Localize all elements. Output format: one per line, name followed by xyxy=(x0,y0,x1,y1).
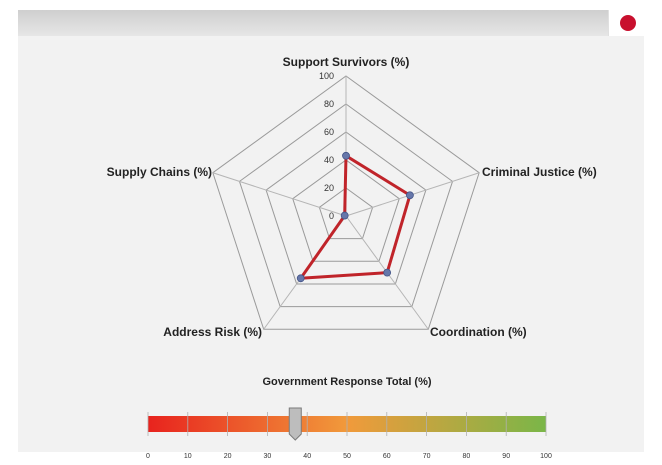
radar-tick-label: 40 xyxy=(324,155,334,165)
gauge-tick-label: 90 xyxy=(502,453,510,460)
radar-tick-label: 100 xyxy=(319,71,334,81)
radar-grid-ring xyxy=(212,75,480,330)
radar-series xyxy=(296,151,414,283)
response-gauge: Government Response Total (%) 0 10 20 30 40 50… xyxy=(146,376,552,460)
gauge-tick-label: 50 xyxy=(343,453,351,460)
radar-axis-label: Criminal Justice (%) xyxy=(482,165,597,179)
gauge-tick-label: 10 xyxy=(184,453,192,460)
radar-tick-label: 80 xyxy=(324,99,334,109)
gauge-title: Government Response Total (%) xyxy=(262,376,431,388)
gauge-tick-label: 80 xyxy=(463,453,471,460)
radar-data-point xyxy=(296,274,305,283)
radar-grid-ring xyxy=(318,187,374,240)
flag-emblem-icon xyxy=(620,15,636,31)
gauge-tick-label: 70 xyxy=(423,453,431,460)
radar-axis-label: Address Risk (%) xyxy=(163,325,262,339)
radar-data-point xyxy=(406,191,414,200)
radar-tick-label: 60 xyxy=(324,127,334,137)
radar-axis-label: Support Survivors (%) xyxy=(283,55,410,69)
radar-grid-ring xyxy=(265,131,427,285)
radar-data-point xyxy=(340,211,349,220)
country-flag xyxy=(608,10,645,36)
radar-grid-ring xyxy=(292,159,400,262)
gauge-tick-label: 60 xyxy=(383,453,391,460)
radar-data-point xyxy=(342,151,350,160)
gauge-tick-label: 20 xyxy=(224,453,232,460)
radar-data-point xyxy=(383,268,392,277)
gauge-tick-label: 30 xyxy=(264,453,272,460)
radar-axis-label: Coordination (%) xyxy=(430,325,527,339)
gauge-marker xyxy=(288,407,302,441)
gauge-tick-label: 100 xyxy=(540,453,552,460)
gauge-tick-label: 0 xyxy=(146,453,150,460)
gauge-tick-label: 40 xyxy=(303,453,311,460)
radar-axis-label: Supply Chains (%) xyxy=(107,165,212,179)
radar-spoke xyxy=(212,172,347,217)
dashboard-panel xyxy=(18,10,645,452)
header-bar xyxy=(18,10,608,36)
radar-axis-labels: Support Survivors (%) Criminal Justice (%… xyxy=(107,55,597,339)
radar-series-line xyxy=(299,154,412,280)
radar-tick-label: 20 xyxy=(324,183,334,193)
radar-tick-label: 0 xyxy=(329,211,334,221)
radar-grid-ring xyxy=(238,103,454,308)
radar-tick-labels: 0 20 40 60 80 100 xyxy=(319,71,334,221)
